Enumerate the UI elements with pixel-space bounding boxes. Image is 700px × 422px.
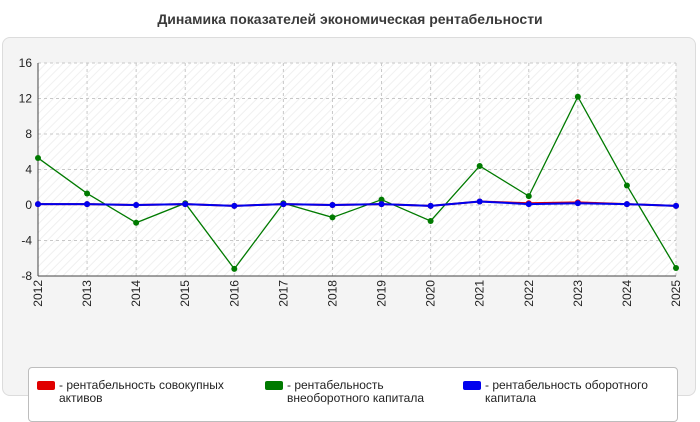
x-tick-label: 2019 xyxy=(375,280,389,307)
x-tick-label: 2012 xyxy=(31,280,45,307)
x-tick-label: 2020 xyxy=(424,280,438,307)
data-point xyxy=(35,201,41,208)
data-point xyxy=(35,154,41,161)
data-point xyxy=(280,201,287,208)
legend-label: - рентабельность оборотного капитала xyxy=(485,378,648,405)
legend-label: - рентабельность совокупных активов xyxy=(59,378,224,405)
data-point xyxy=(378,196,385,203)
data-point xyxy=(133,202,140,208)
y-tick-label: -8 xyxy=(21,269,32,283)
x-tick-label: 2015 xyxy=(178,280,192,307)
x-tick-label: 2013 xyxy=(80,280,94,307)
data-point xyxy=(623,201,630,208)
data-point xyxy=(182,201,189,208)
data-point xyxy=(427,202,434,209)
series-line-1 xyxy=(37,95,677,270)
chart-panel: 16 12 8 4 0 -4 -8 2012 2013 2014 2015 2016 2017 2018 2… xyxy=(2,37,696,422)
data-point xyxy=(574,93,581,100)
y-tick-label: 4 xyxy=(25,163,32,177)
y-tick-label: 12 xyxy=(19,92,33,106)
x-tick-label: 2016 xyxy=(227,280,241,307)
y-tick-label: 8 xyxy=(25,127,32,141)
legend-item-noncurrent-capital[interactable]: - рентабельность внеоборотного капитала xyxy=(265,379,465,405)
data-point xyxy=(427,217,434,224)
data-point xyxy=(329,202,336,208)
data-point xyxy=(84,190,91,197)
legend-item-total-assets[interactable]: - рентабельность совокупных активов xyxy=(37,379,237,405)
data-point xyxy=(378,201,385,208)
legend-swatch-red xyxy=(37,381,55,390)
x-tick-label: 2017 xyxy=(276,280,290,307)
data-point xyxy=(574,200,581,207)
data-point xyxy=(476,162,483,169)
x-tick-label: 2023 xyxy=(571,280,585,307)
x-tick-label: 2018 xyxy=(325,280,339,307)
x-tick-label: 2024 xyxy=(620,280,634,307)
y-tick-label: -4 xyxy=(21,234,32,248)
legend: - рентабельность совокупных активов - ре… xyxy=(28,367,678,422)
data-point xyxy=(476,198,483,205)
legend-item-working-capital[interactable]: - рентабельность оборотного капитала xyxy=(463,379,663,405)
x-tick-label: 2021 xyxy=(473,280,487,307)
data-point xyxy=(525,193,532,200)
y-tick-label: 0 xyxy=(25,198,32,212)
legend-label: - рентабельность внеоборотного капитала xyxy=(287,378,424,405)
data-point xyxy=(673,202,679,209)
data-point xyxy=(623,182,630,189)
y-tick-label: 16 xyxy=(19,56,33,70)
data-point xyxy=(231,202,238,209)
chart-title: Динамика показателей экономическая рента… xyxy=(157,11,543,27)
x-tick-label: 2025 xyxy=(669,280,683,307)
data-point xyxy=(525,201,532,208)
data-point xyxy=(329,214,336,221)
x-tick-label: 2022 xyxy=(522,280,536,307)
legend-swatch-green xyxy=(265,381,283,390)
legend-swatch-blue xyxy=(463,381,481,390)
data-point xyxy=(133,219,140,226)
series-line-2 xyxy=(38,200,677,207)
x-tick-label: 2014 xyxy=(129,280,143,307)
data-point xyxy=(673,265,679,272)
data-point xyxy=(231,265,238,272)
data-point xyxy=(84,201,91,208)
